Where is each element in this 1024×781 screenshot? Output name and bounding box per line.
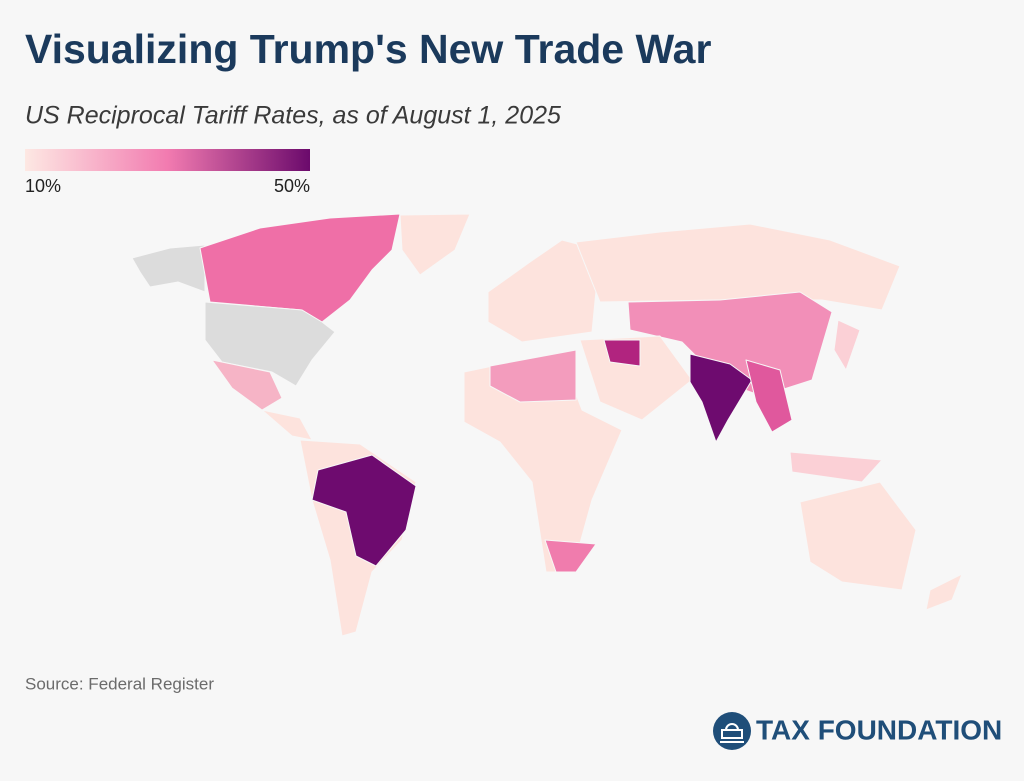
region (579, 335, 693, 421)
logo-dome (720, 723, 744, 743)
region (833, 319, 861, 371)
legend: 10% 50% (25, 149, 310, 196)
source: Source: Federal Register (25, 674, 214, 693)
region (745, 359, 793, 433)
title: Visualizing Trump's New Trade War (25, 26, 711, 72)
region (489, 349, 577, 403)
region (211, 359, 283, 411)
subtitle: US Reciprocal Tariff Rates, as of August… (25, 102, 561, 130)
legend-min-label: 10% (25, 176, 61, 196)
region (799, 481, 917, 591)
legend-bar (25, 149, 310, 171)
region (789, 451, 883, 483)
region (689, 353, 753, 443)
region (925, 573, 963, 611)
region (544, 539, 597, 573)
region (575, 223, 901, 311)
logo: TAX FOUNDATION (713, 712, 1002, 750)
logo-text: TAX FOUNDATION (756, 714, 1002, 745)
region (603, 339, 641, 367)
region (311, 454, 417, 567)
region (399, 213, 471, 276)
world-map (131, 213, 963, 637)
region (131, 244, 206, 293)
region (261, 409, 313, 441)
legend-max-label: 50% (274, 176, 310, 196)
